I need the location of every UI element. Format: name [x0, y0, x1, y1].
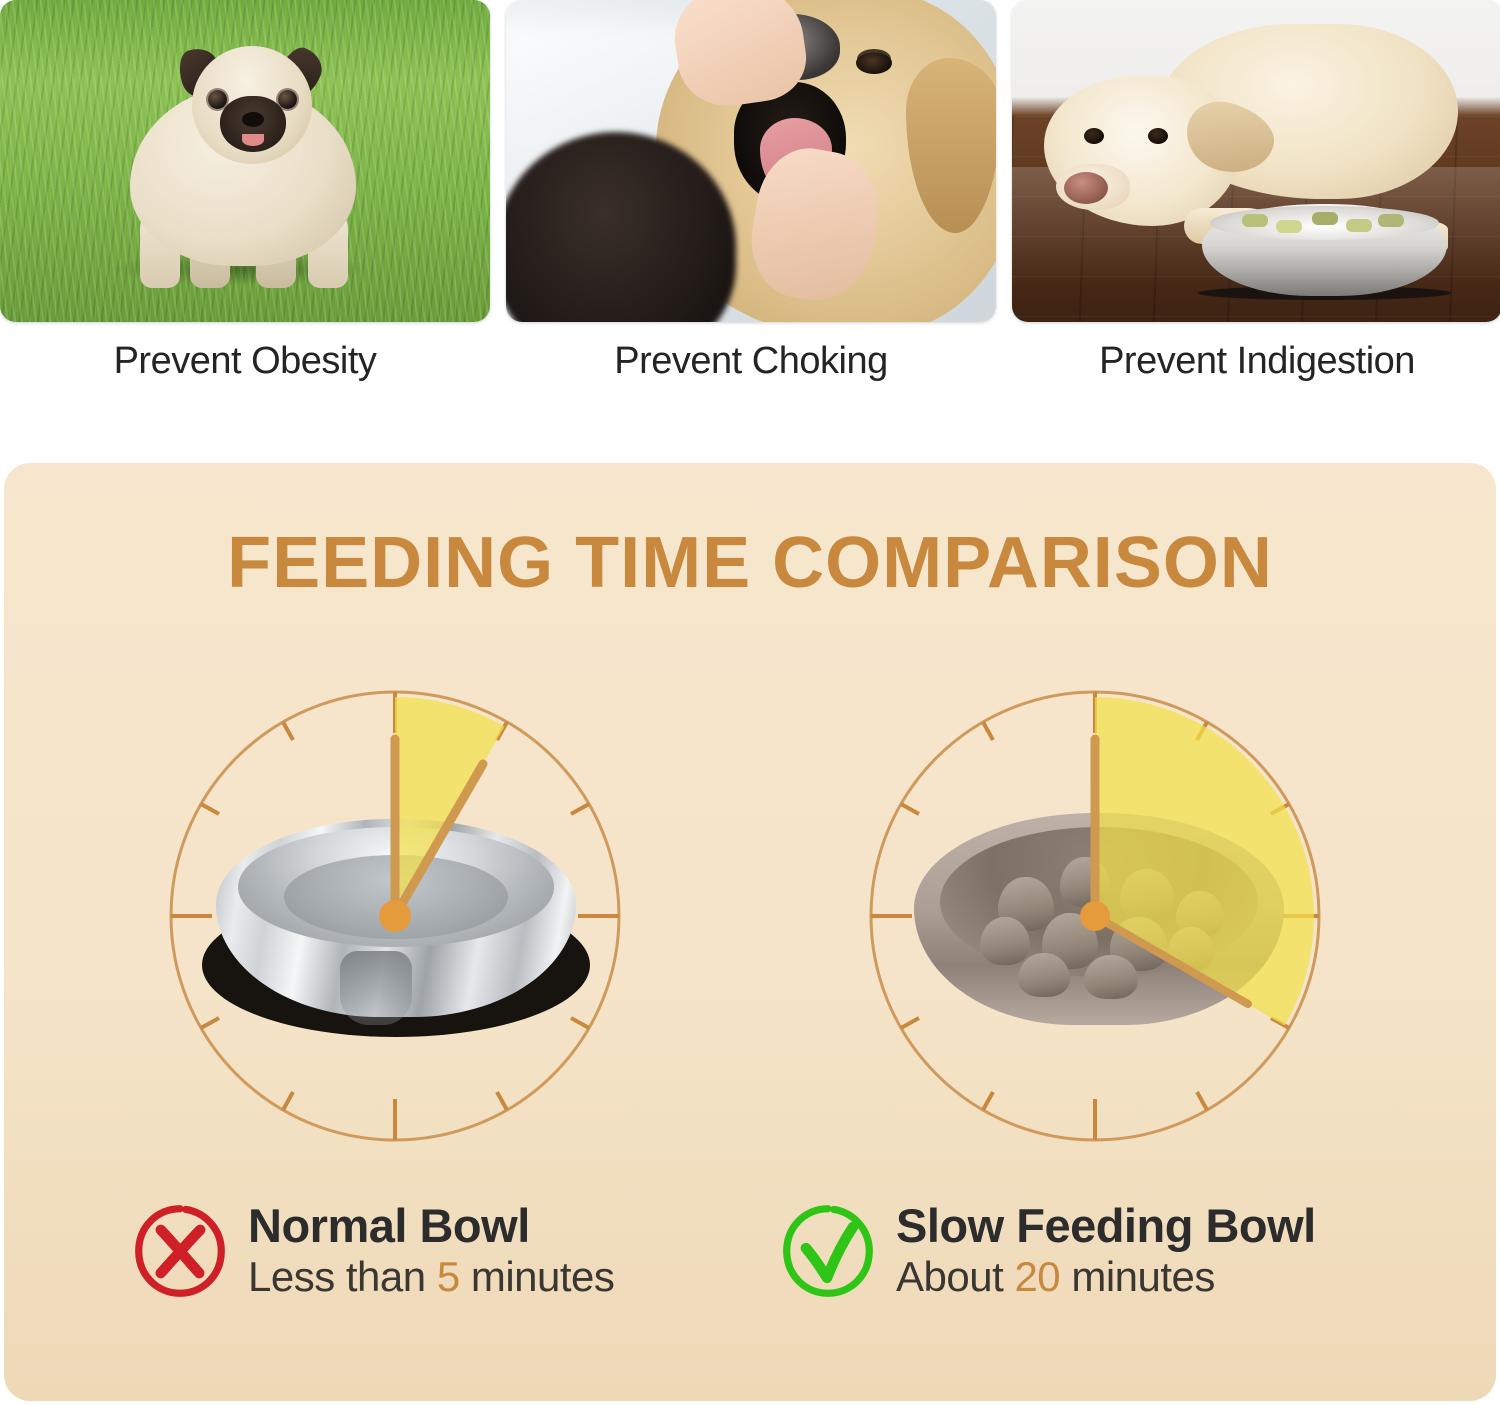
clock-dial-icon — [169, 690, 621, 1142]
benefits-strip: Prevent Obesity Prevent Choking — [0, 0, 1500, 420]
result-slow-feeding-bowl: Slow Feeding Bowl About 20 minutes — [780, 1181, 1400, 1321]
result-subtitle: Less than 5 minutes — [248, 1252, 615, 1302]
choking-photo — [506, 0, 996, 322]
indigestion-photo — [1012, 0, 1500, 322]
panel-title: FEEDING TIME COMPARISON — [227, 523, 1273, 603]
clock-wedge-5min — [379, 697, 505, 932]
result-sub-value: 20 — [1014, 1252, 1061, 1300]
clock-comparison — [4, 681, 1496, 1151]
result-normal-bowl: Normal Bowl Less than 5 minutes — [132, 1181, 752, 1321]
result-title: Normal Bowl — [248, 1198, 530, 1252]
clock-hand-hour — [390, 759, 488, 921]
result-sub-suffix: minutes — [470, 1252, 615, 1300]
result-sub-value: 5 — [436, 1252, 460, 1300]
benefit-caption: Prevent Indigestion — [1099, 340, 1415, 382]
comparison-results: Normal Bowl Less than 5 minutes S — [4, 1181, 1496, 1321]
benefit-caption: Prevent Choking — [614, 340, 888, 382]
clock-normal-bowl — [160, 681, 630, 1151]
result-subtitle: About 20 minutes — [896, 1252, 1316, 1302]
benefit-card-obesity: Prevent Obesity — [0, 0, 490, 420]
green-check-icon — [780, 1203, 876, 1299]
clock-wedge-20min — [1080, 697, 1314, 1026]
result-sub-prefix: About — [896, 1252, 1004, 1300]
benefit-card-indigestion: Prevent Indigestion — [1012, 0, 1500, 420]
red-x-icon — [132, 1203, 228, 1299]
benefit-card-choking: Prevent Choking — [506, 0, 996, 420]
result-sub-suffix: minutes — [1071, 1252, 1215, 1300]
result-sub-prefix: Less than — [248, 1252, 426, 1300]
clock-slow-feeding-bowl — [860, 681, 1330, 1151]
clock-center-hub — [1080, 901, 1110, 931]
clock-center-hub — [379, 900, 411, 932]
pug-photo — [0, 0, 490, 322]
result-title: Slow Feeding Bowl — [896, 1198, 1316, 1252]
clock-hand-hour — [1091, 912, 1252, 1008]
feeding-time-comparison-panel: FEEDING TIME COMPARISON — [4, 463, 1496, 1401]
benefit-caption: Prevent Obesity — [113, 340, 377, 382]
